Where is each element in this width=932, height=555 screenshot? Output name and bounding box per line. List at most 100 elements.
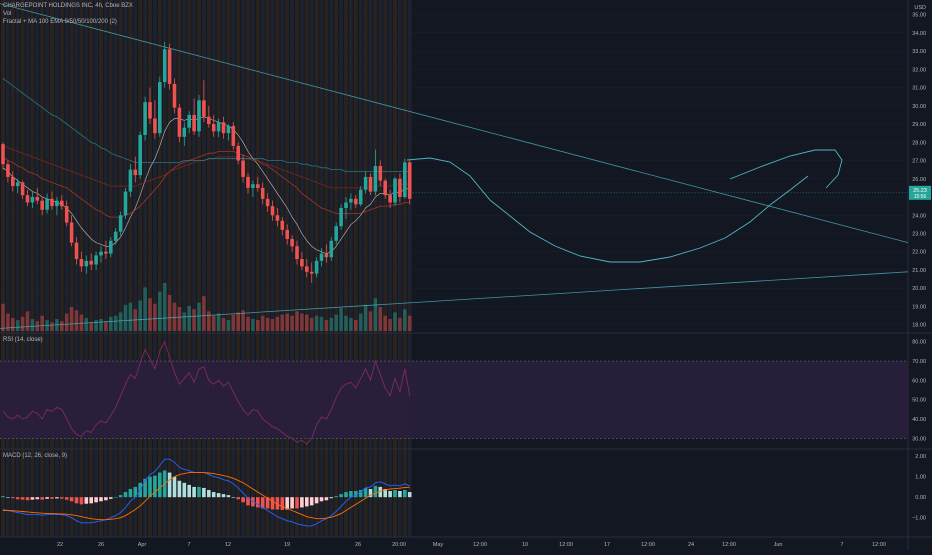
candle-body — [407, 162, 412, 199]
candle-body — [64, 206, 69, 223]
session-band-grey — [45, 0, 50, 537]
macd-histogram-bar — [398, 491, 402, 498]
time-tick-label: 7 — [187, 542, 190, 548]
price-tick-label: 21.00 — [912, 268, 926, 274]
macd-histogram-bar — [373, 485, 378, 498]
macd-histogram-bar — [354, 491, 358, 498]
macd-histogram-bar — [167, 472, 172, 498]
rsi-legend[interactable]: RSI (14, close) — [3, 336, 43, 344]
macd-histogram-bar — [300, 497, 304, 508]
macd-histogram-bar — [69, 497, 74, 502]
candle-body — [202, 100, 206, 117]
time-tick-label: 22 — [57, 542, 63, 548]
candle-body — [349, 198, 353, 203]
macd-histogram-bar — [197, 486, 201, 498]
symbol-legend[interactable]: CHARGEPOINT HOLDINGS INC, 4h, Cboe BZX — [3, 2, 133, 10]
volume-bar — [329, 317, 334, 331]
candle-body — [50, 198, 54, 207]
macd-histogram-bar — [11, 497, 15, 499]
volume-bar — [270, 319, 275, 331]
candle-body — [60, 200, 64, 207]
price-tick-label: 19.00 — [912, 304, 926, 310]
session-band-grey — [35, 0, 40, 537]
candle-body — [69, 222, 74, 243]
macd-histogram-bar — [309, 497, 314, 506]
volume-bar — [167, 295, 172, 331]
candle-body — [373, 166, 378, 192]
volume-bar — [89, 322, 93, 331]
rsi-line — [2, 340, 411, 445]
time-tick-label: 26 — [98, 542, 104, 548]
rsi-tick-label: 50.00 — [912, 398, 926, 404]
candle-body — [79, 259, 84, 267]
volume-bar — [407, 315, 412, 331]
indicator-legend[interactable]: Fractal + MA 100 EMA 9/50/50/100/200 (2) — [3, 18, 117, 26]
macd-tick-label: 1.00 — [915, 475, 926, 481]
session-band-orange — [167, 0, 172, 537]
volume-bar — [30, 319, 35, 331]
time-tick-label: 20:00 — [392, 542, 406, 548]
session-band-orange — [50, 0, 54, 537]
time-tick-label: 12:00 — [559, 542, 573, 548]
volume-bar — [182, 312, 187, 331]
volume-bar — [398, 317, 402, 331]
price-tick-label: 28.00 — [912, 140, 926, 146]
volume-bar — [309, 317, 314, 331]
candle-body — [153, 118, 157, 134]
price-tick-label: 34.00 — [912, 31, 926, 37]
session-band-orange — [285, 0, 290, 537]
macd-tick-label: 0.00 — [915, 495, 926, 501]
volume-bar — [349, 317, 353, 331]
session-band-grey — [113, 0, 118, 537]
session-band-grey — [319, 0, 324, 537]
candle-body — [177, 107, 182, 137]
projection-drawing-curl — [729, 149, 843, 189]
session-band-grey — [123, 0, 128, 537]
macd-legend[interactable]: MACD (12, 26, close, 9) — [3, 452, 67, 460]
session-band-grey — [270, 0, 275, 537]
price-tick-label: 30.00 — [912, 104, 926, 110]
candle-body — [74, 242, 79, 260]
candle-body — [40, 200, 44, 210]
session-band-orange — [334, 0, 339, 537]
session-band-orange — [20, 0, 25, 537]
rsi-tick-label: 60.00 — [912, 378, 926, 384]
session-band-grey — [54, 0, 59, 537]
macd-histogram-bar — [123, 492, 128, 498]
candle-body — [329, 240, 334, 258]
macd-histogram-bar — [89, 497, 93, 504]
volume-bar — [211, 315, 216, 331]
macd-histogram-bar — [319, 497, 324, 502]
volume-bar — [6, 313, 10, 331]
macd-histogram-bar — [172, 476, 177, 498]
macd-histogram-bar — [324, 497, 329, 501]
macd-histogram-bar — [104, 497, 108, 501]
volume-bar — [69, 307, 74, 331]
candle-body — [378, 166, 383, 181]
volume-bar — [118, 312, 123, 331]
rsi-tick-label: 40.00 — [912, 417, 926, 423]
time-tick-label: 12:00 — [641, 542, 655, 548]
candle-body — [260, 187, 265, 199]
candle-body — [84, 260, 89, 267]
volume-legend[interactable]: Vol — [3, 10, 11, 18]
session-band-orange — [216, 0, 221, 537]
volume-bar — [197, 302, 201, 331]
candle-body — [35, 197, 40, 201]
macd-histogram-bar — [241, 497, 245, 503]
macd-histogram-bar — [6, 497, 10, 498]
candle-body — [6, 164, 10, 177]
macd-histogram-bar — [192, 486, 196, 498]
session-band-grey — [368, 0, 373, 537]
volume-bar — [216, 313, 221, 331]
candle-body — [162, 49, 167, 83]
macd-histogram-bar — [118, 495, 123, 498]
macd-histogram-bar — [339, 494, 343, 498]
volume-bar — [344, 315, 348, 331]
volume-bar — [207, 311, 211, 331]
candle-body — [182, 127, 187, 137]
macd-histogram-bar — [153, 475, 157, 498]
volume-bar — [246, 316, 250, 331]
